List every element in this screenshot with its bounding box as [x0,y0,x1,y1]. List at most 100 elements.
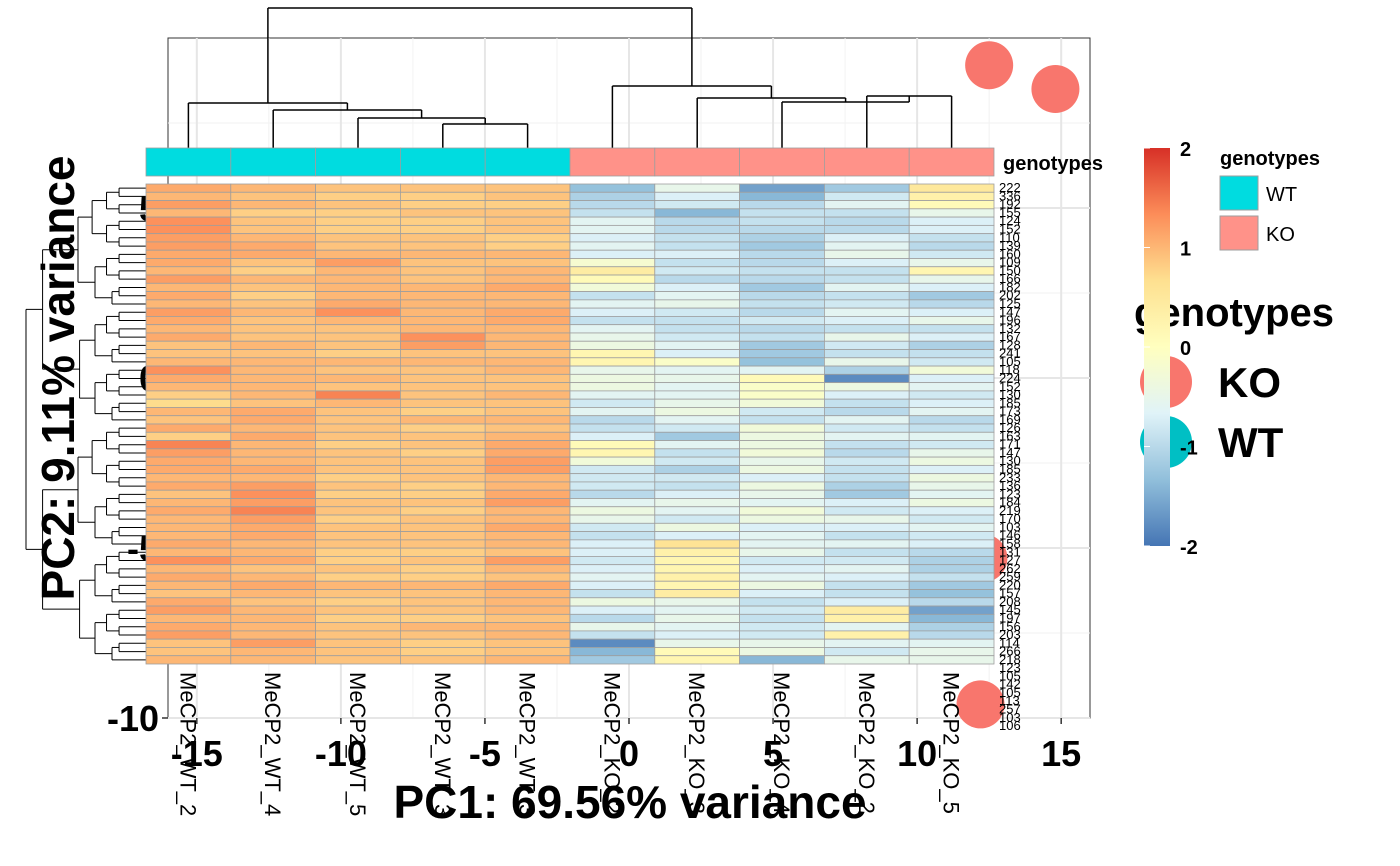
color-scale-tick-label: 0 [1180,338,1191,360]
heatmap-cell [824,531,910,541]
pca-x-tick-label: 15 [1041,733,1081,774]
heatmap-cell [739,589,825,599]
heatmap-cell [145,349,232,359]
heatmap-cell [824,398,910,408]
heatmap-cell [399,622,486,632]
heatmap-cell [908,580,995,590]
heatmap-cell [569,489,656,499]
heatmap-cell [230,390,317,400]
heatmap-cell [315,274,401,284]
pca-x-tick-label: 10 [897,733,937,774]
heatmap-cell [654,547,740,557]
heatmap-cell [908,456,995,466]
heatmap-cell [569,531,656,541]
heatmap-cell [145,638,232,648]
heatmap-cell [230,597,317,607]
heatmap-cell [908,613,995,624]
heatmap-cell [315,522,401,532]
heatmap-cell [230,564,317,574]
heatmap-cell [654,531,740,541]
heatmap-cell [315,324,401,334]
heatmap-cell [484,547,571,557]
heatmap-cell [654,291,740,301]
heatmap-row-label: 156 [999,619,1021,634]
heatmap-cell [315,647,401,657]
heatmap-cell [399,498,486,508]
heatmap-cell [908,224,995,235]
heatmap-cell [739,539,825,549]
heatmap-row-label: 109 [999,255,1021,270]
heatmap-cell [315,556,401,566]
heatmap-row-label: 132 [999,321,1021,336]
heatmap-cell [230,357,317,367]
heatmap-cell [824,547,910,557]
heatmap-cell [230,440,317,450]
heatmap-cell [739,241,825,251]
heatmap-cell [654,282,740,292]
heatmap-cell [824,655,910,665]
heatmap-row-label: 152 [999,379,1021,394]
pca-point-ko [956,680,1005,729]
heatmap-column-label: MeCP2_KO_2 [854,672,879,814]
heatmap-cell [908,398,995,408]
heatmap-cell [145,423,232,433]
heatmap-cell [484,258,571,268]
heatmap-cell [569,456,656,466]
heatmap-cell [908,390,995,400]
heatmap-cell [824,589,910,599]
heatmap-cell [569,340,656,350]
heatmap-cell [230,638,317,648]
heatmap-cell [484,357,571,367]
heatmap-cell [399,423,486,433]
heatmap-cell [484,605,571,615]
heatmap-cell [739,415,825,425]
heatmap-cell [908,630,995,640]
heatmap-row-label: 169 [999,412,1021,427]
heatmap-cell [908,556,995,566]
heatmap-cell [908,605,995,615]
heatmap-cell [484,398,571,408]
heatmap-cell [908,564,995,574]
heatmap-cell [230,473,317,483]
heatmap-cell [569,216,656,226]
heatmap-cell [230,506,317,516]
heatmap-cell [654,274,740,284]
heatmap-row-label: 157 [999,586,1021,601]
heatmap-cell [484,233,571,243]
heatmap-cell [315,456,401,466]
heatmap-cell [824,233,910,243]
heatmap-column-label: MeCP2_KO_2 [599,672,624,814]
heatmap-cell [654,622,740,632]
heatmap-row-label: 184 [999,495,1021,510]
heatmap-cell [230,647,317,657]
heatmap-cell [399,597,486,607]
heatmap-cell [230,547,317,557]
heatmap-row-label: 123 [999,660,1021,675]
heatmap-cell [654,423,740,433]
heatmap-cell [824,216,910,226]
heatmap-cell [230,299,317,309]
heatmap-row-label: 105 [999,668,1021,683]
heatmap-cell [315,622,401,632]
pca-x-tick-label: -5 [469,733,501,774]
heatmap-cell [230,191,317,201]
heatmap-cell [654,481,740,491]
heatmap-cell [654,373,740,384]
heatmap-cell [824,522,910,532]
heatmap-cell [908,481,995,491]
heatmap-cell [315,349,401,359]
heatmap-cell [145,613,232,624]
heatmap-cell [399,390,486,400]
heatmap-row-label: 147 [999,304,1021,319]
heatmap-cell [654,514,740,524]
heatmap-cell [739,464,825,475]
heatmap-cell [824,208,910,218]
heatmap-cell [399,638,486,648]
heatmap-cell [230,258,317,268]
heatmap-cell [315,191,401,201]
pca-x-axis-title: PC1: 69.56% variance [393,776,866,828]
heatmap-cell [739,580,825,590]
heatmap-cell [230,431,317,441]
heatmap-cell [230,365,317,375]
heatmap-row-label: 192 [999,197,1021,212]
